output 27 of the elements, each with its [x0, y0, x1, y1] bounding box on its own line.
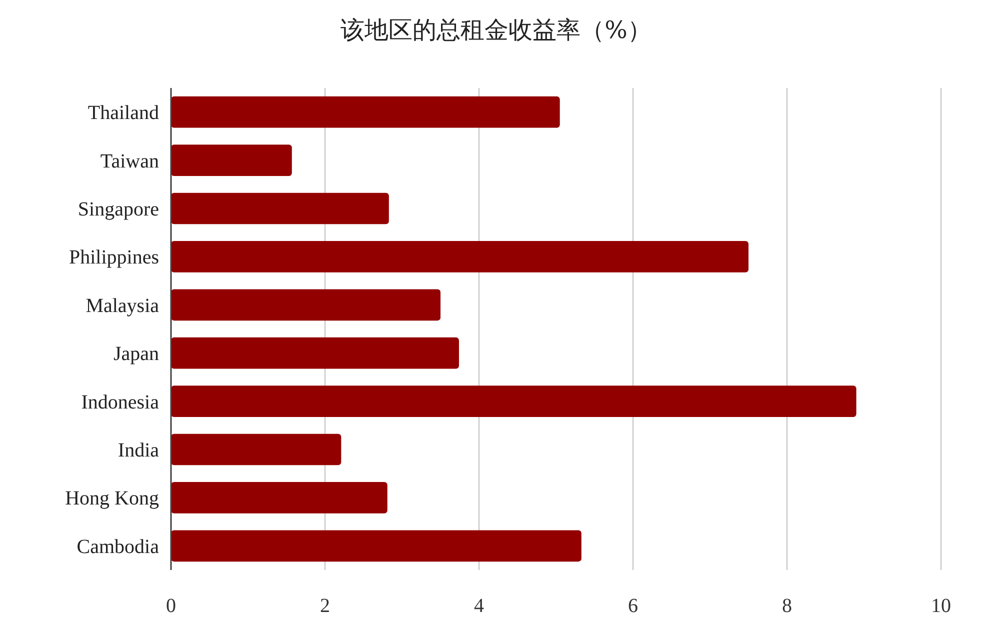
y-tick-label: India: [118, 440, 160, 462]
y-tick-label: Thailand: [88, 102, 159, 124]
bar: [171, 192, 389, 224]
bar: [171, 241, 748, 272]
x-tick-label: 10: [931, 595, 951, 617]
bar: [171, 144, 292, 176]
y-tick-label: Japan: [113, 343, 159, 366]
y-tick-label: Taiwan: [100, 150, 159, 172]
x-tick-label: 6: [628, 595, 638, 617]
x-tick-label: 4: [474, 595, 484, 617]
x-tick-label: 2: [320, 595, 330, 617]
y-tick-label: Cambodia: [76, 536, 160, 558]
y-tick-label: Hong Kong: [65, 488, 159, 510]
x-tick-label: 0: [166, 595, 176, 617]
bar: [171, 337, 459, 369]
bar: [171, 434, 342, 466]
bar: [171, 289, 440, 321]
x-tick-label: 8: [782, 595, 792, 617]
bar: [171, 482, 388, 514]
y-tick-label: Malaysia: [86, 294, 160, 317]
y-tick-label: Singapore: [78, 198, 160, 220]
bar: [171, 96, 560, 128]
chart-title: 该地区的总租金收益率（%）: [340, 16, 652, 44]
y-tick-label: Indonesia: [81, 391, 160, 414]
bar: [171, 386, 856, 417]
y-tick-label: Philippines: [68, 246, 160, 269]
bar: [171, 530, 582, 562]
